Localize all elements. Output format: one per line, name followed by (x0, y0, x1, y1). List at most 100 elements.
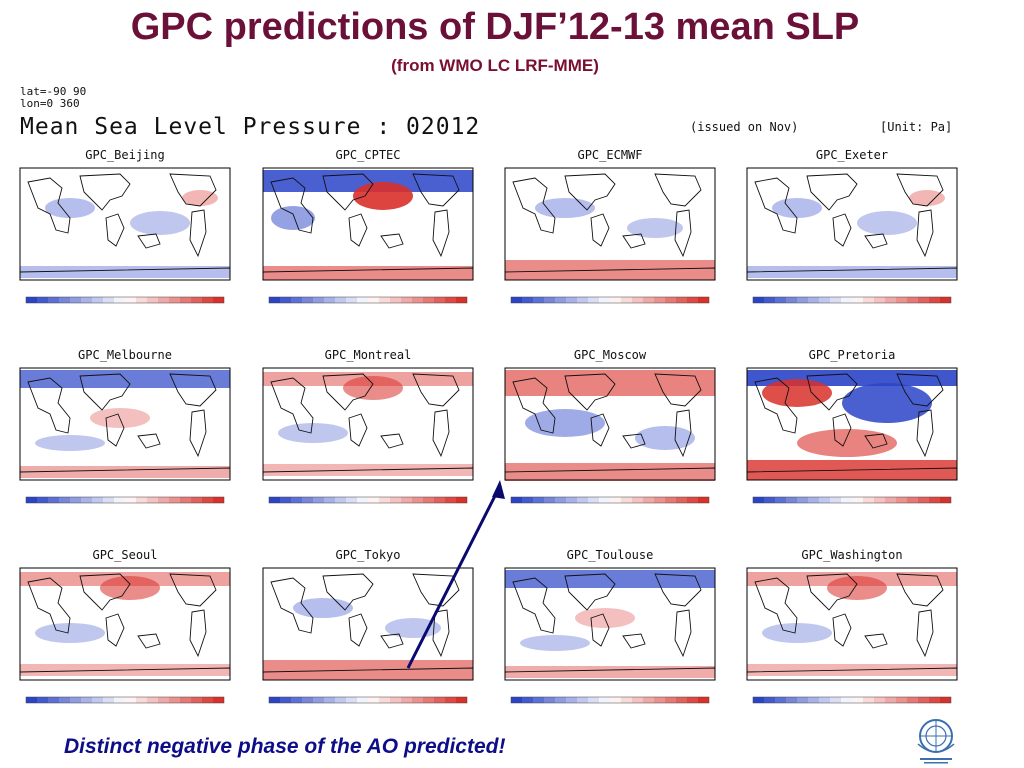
coastline (896, 173, 944, 207)
colorbar-cell (302, 697, 313, 703)
colorbar-cell (114, 297, 125, 303)
coastline (590, 613, 610, 647)
map-frame (262, 367, 474, 481)
coastline (832, 613, 852, 647)
colorbar-cell (874, 297, 885, 303)
colorbar-cell (357, 497, 368, 503)
colorbar-cell (896, 697, 907, 703)
forecast-panel: GPC_Toulouse (495, 548, 725, 718)
anomaly-patch (797, 429, 897, 457)
panel-label: GPC_Montreal (324, 348, 412, 362)
coastline (564, 573, 616, 611)
map-frame (504, 567, 716, 681)
anomaly-patch (762, 379, 832, 407)
anomaly-band (747, 266, 957, 278)
coastline (432, 209, 450, 258)
colorbar-cell (390, 697, 401, 703)
lon-range: lon=0 360 (20, 97, 80, 110)
colorbar-cell (445, 297, 456, 303)
anomaly-patch (762, 623, 832, 643)
colorbar-cell (324, 297, 335, 303)
colorbar-cell (566, 297, 577, 303)
colorbar-cell (37, 697, 48, 703)
forecast-panel: GPC_Seoul (10, 548, 240, 718)
panel-label: GPC_Seoul (92, 548, 158, 562)
colorbar-cell (401, 297, 412, 303)
colorbar-cell (918, 497, 929, 503)
colorbar-cell (213, 297, 224, 303)
map-frame (746, 167, 958, 281)
forecast-panel: GPC_ECMWF (495, 148, 725, 318)
colorbar-cell (191, 297, 202, 303)
colorbar-cell (676, 297, 687, 303)
colorbar-cell (885, 297, 896, 303)
anomaly-patch (772, 198, 822, 218)
colorbar-cell (280, 697, 291, 703)
coastline (754, 377, 798, 434)
colorbar-cell (533, 297, 544, 303)
colorbar-cell (114, 697, 125, 703)
colorbar-cell (81, 697, 92, 703)
anomaly-patch (343, 376, 403, 400)
colorbar-frame (510, 496, 710, 504)
colorbar-cell (48, 697, 59, 703)
colorbar-cell (368, 297, 379, 303)
colorbar-cell (665, 297, 676, 303)
colorbar-cell (136, 297, 147, 303)
colorbar-frame (25, 296, 225, 304)
colorbar-cell (92, 497, 103, 503)
coastline (806, 373, 858, 411)
colorbar-cell (764, 497, 775, 503)
colorbar-cell (269, 697, 280, 703)
colorbar-cell (136, 497, 147, 503)
colorbar-cell (654, 497, 665, 503)
panel-label: GPC_Washington (801, 548, 903, 562)
colorbar-cell (544, 297, 555, 303)
colorbar-cell (632, 697, 643, 703)
colorbar-cell (830, 297, 841, 303)
colorbar-cell (412, 497, 423, 503)
anomaly-patch (520, 635, 590, 651)
coastline (864, 433, 888, 449)
colorbar-cell (26, 697, 37, 703)
coastline (105, 413, 125, 447)
colorbar-cell (907, 297, 918, 303)
colorbar-cell (390, 497, 401, 503)
colorbar-cell (269, 297, 280, 303)
coastline (806, 573, 858, 611)
coastline (348, 613, 368, 647)
colorbar-cell (643, 297, 654, 303)
colorbar-cell (863, 497, 874, 503)
colorbar-cell (48, 497, 59, 503)
panel-label: GPC_Pretoria (808, 348, 896, 362)
colorbar-cell (940, 697, 951, 703)
colorbar-cell (423, 697, 434, 703)
colorbar-cell (621, 297, 632, 303)
colorbar-cell (169, 497, 180, 503)
colorbar-cell (280, 497, 291, 503)
colorbar-cell (643, 697, 654, 703)
colorbar-frame (268, 696, 468, 704)
colorbar-cell (125, 497, 136, 503)
panel-label: GPC_Tokyo (335, 548, 401, 562)
coastline (380, 633, 404, 649)
colorbar-cell (764, 697, 775, 703)
colorbar-cell (896, 497, 907, 503)
colorbar-cell (335, 697, 346, 703)
coastline (916, 409, 934, 458)
colorbar-cell (48, 297, 59, 303)
colorbar-cell (918, 697, 929, 703)
colorbar-cell (940, 297, 951, 303)
colorbar-cell (390, 297, 401, 303)
colorbar-cell (797, 697, 808, 703)
colorbar-cell (621, 697, 632, 703)
map-background (20, 168, 230, 280)
colorbar-cell (599, 297, 610, 303)
colorbar-cell (37, 497, 48, 503)
anomaly-patch (130, 211, 190, 235)
anomaly-patch (525, 409, 605, 437)
colorbar-cell (764, 297, 775, 303)
colorbar-cell (92, 297, 103, 303)
anomaly-patch (857, 211, 917, 235)
coastline (169, 173, 217, 207)
